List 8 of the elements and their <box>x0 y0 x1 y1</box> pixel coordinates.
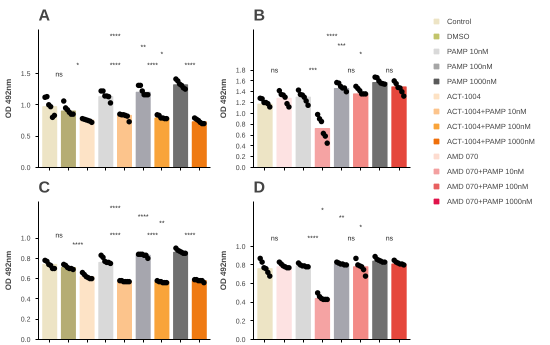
y-axis-title: OD 492nm <box>218 250 228 290</box>
y-axis-title: OD 492nm <box>218 78 228 118</box>
chart-title: C <box>38 180 50 196</box>
chart-title: D <box>254 180 266 196</box>
chart-title: B <box>254 8 266 24</box>
chart-title: A <box>38 8 50 24</box>
y-axis-title: OD 492nm <box>4 250 13 290</box>
y-axis-title: OD 492nm <box>4 78 13 118</box>
